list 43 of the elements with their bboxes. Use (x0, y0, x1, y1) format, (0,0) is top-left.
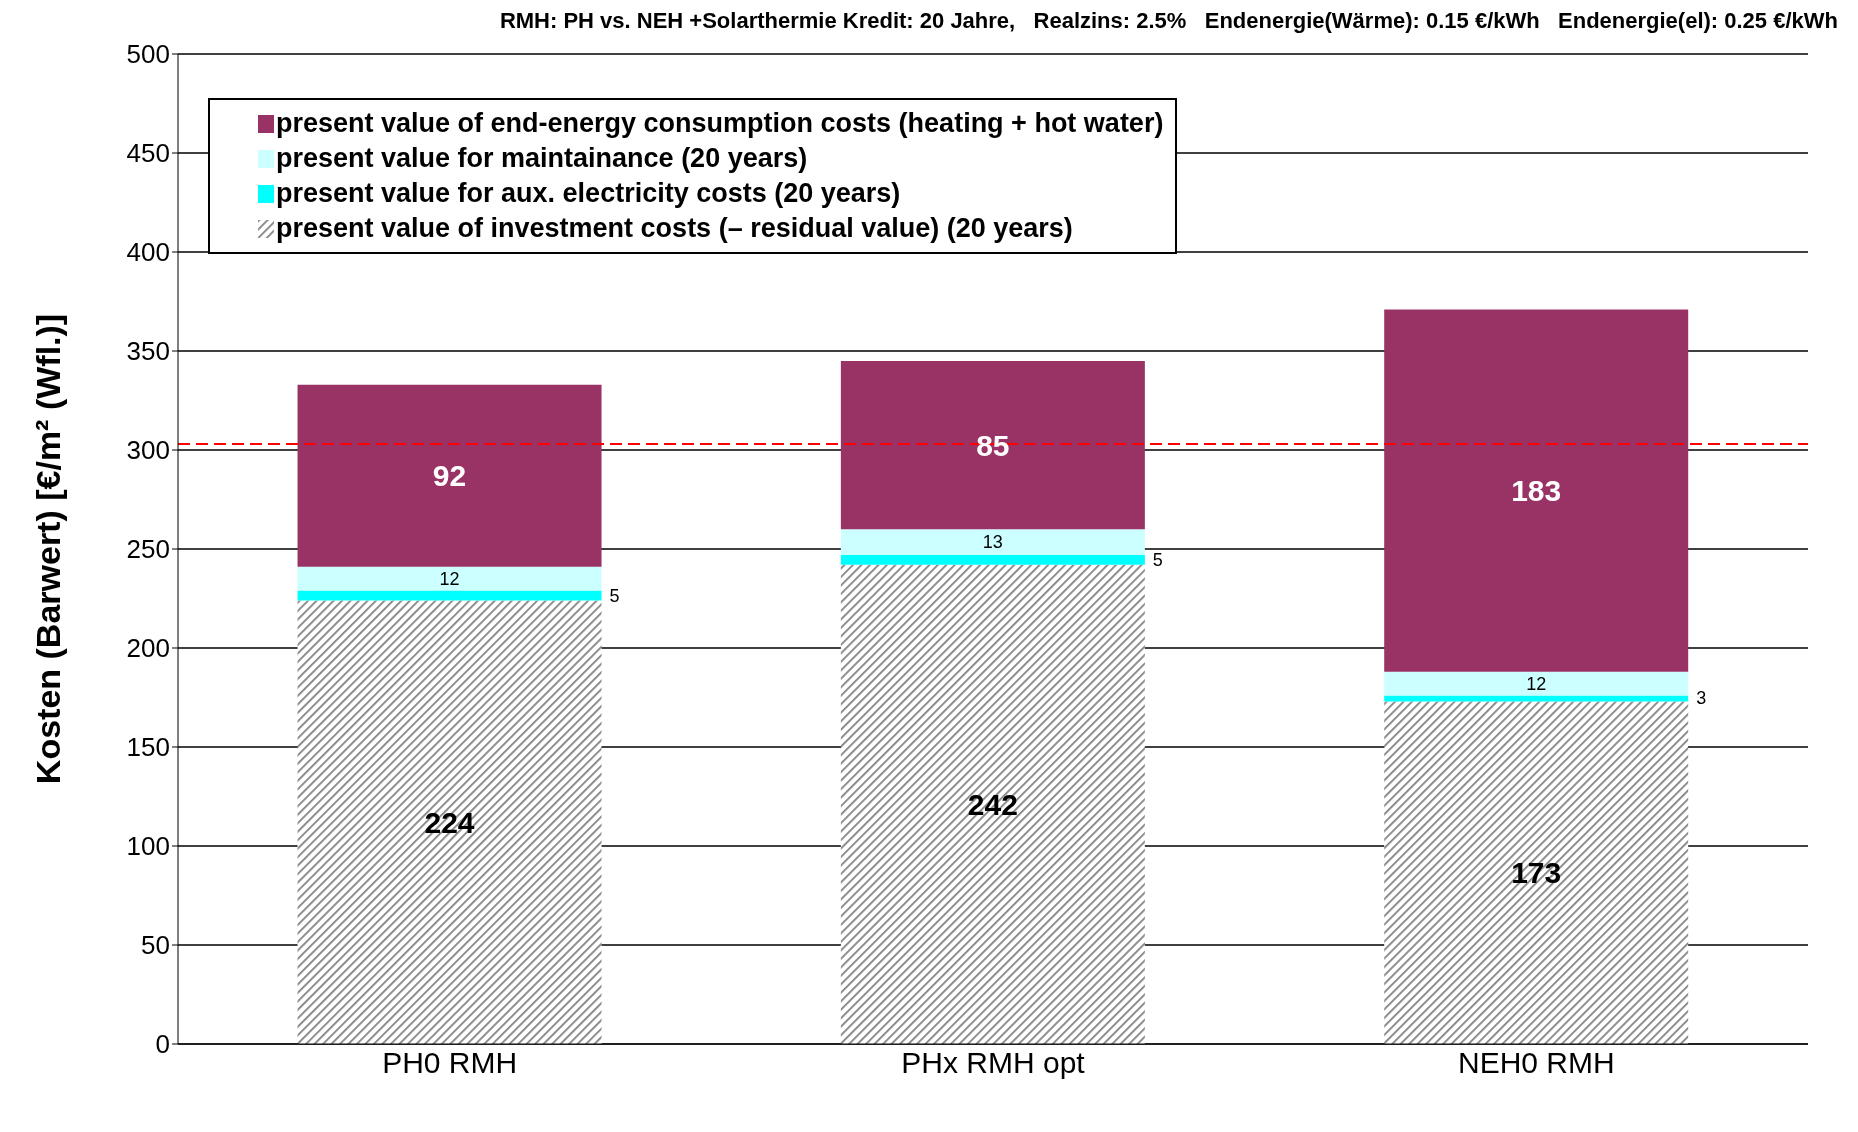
y-tick-label: 50 (141, 930, 170, 961)
legend-label: present value for aux. electricity costs (20 years) (276, 177, 901, 210)
bar (297, 566, 602, 591)
data-label: 12 (439, 568, 460, 589)
y-tick-label: 250 (126, 534, 170, 565)
data-label: 224 (424, 805, 475, 839)
data-label: 13 (982, 532, 1003, 553)
data-label: 92 (432, 459, 467, 493)
bar (1384, 701, 1689, 1044)
bar (297, 384, 602, 567)
y-tick-label: 300 (126, 435, 170, 466)
data-label: 173 (1511, 856, 1562, 890)
y-tick-label: 200 (126, 633, 170, 664)
x-tick-label: PH0 RMH (382, 1046, 518, 1080)
y-axis-title: Kosten (Barwert) [€/m² (Wfl.)] (29, 313, 68, 785)
y-tick-label: 450 (126, 138, 170, 169)
y-tick-label: 350 (126, 336, 170, 367)
bar (840, 529, 1145, 555)
bar (840, 360, 1145, 530)
y-tick-label: 500 (126, 39, 170, 70)
data-label: 12 (1526, 673, 1547, 694)
y-tick-label: 0 (155, 1029, 170, 1060)
x-tick-label: PHx RMH opt (901, 1046, 1086, 1080)
y-tick-label: 400 (126, 237, 170, 268)
bar (1384, 309, 1689, 672)
bar (840, 564, 1145, 1044)
legend-label: present value of investment costs (– residual value) (20 years) (276, 212, 1073, 245)
x-tick-label: NEH0 RMH (1457, 1046, 1615, 1080)
y-tick-label: 100 (126, 831, 170, 862)
data-label: 3 (1696, 688, 1707, 709)
data-label: 5 (609, 585, 620, 606)
bar (297, 600, 602, 1044)
legend-label: present value of end-energy consumption costs (heating + hot water) (276, 107, 1164, 140)
legend-label: present value for maintainance (20 years) (276, 142, 808, 175)
chart-title: RMH: PH vs. NEH +Solarthermie Kredit: 20 Jahre, Realzins: 2.5% Endenergie(Wärme): 0.15 €/kWh Endenergie(el): 0.25 €/kWh (498, 8, 1839, 34)
bar (840, 554, 1145, 565)
bar (297, 590, 602, 601)
data-label: 5 (1152, 549, 1163, 570)
y-tick-label: 150 (126, 732, 170, 763)
bar (1384, 671, 1689, 696)
data-label: 85 (976, 428, 1010, 462)
data-label: 242 (967, 787, 1018, 821)
data-label: 183 (1511, 474, 1562, 508)
